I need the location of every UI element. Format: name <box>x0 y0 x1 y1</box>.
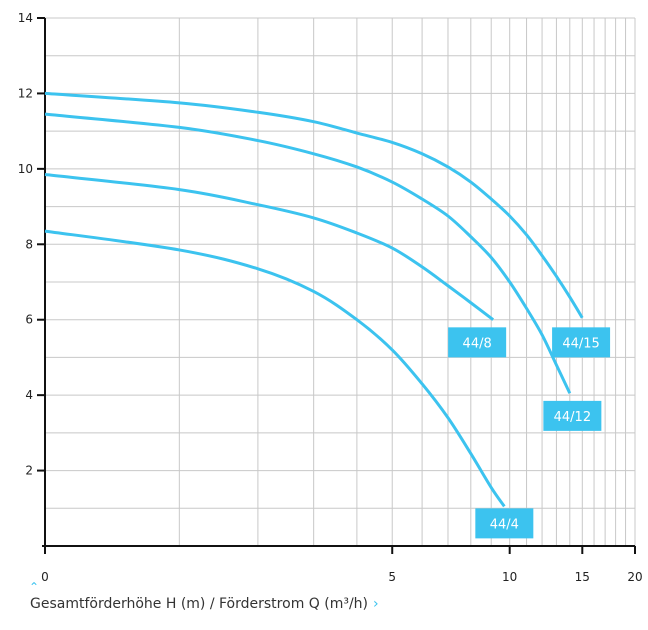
series-line-44-8 <box>44 173 495 321</box>
x-tick-label: 20 <box>627 570 642 584</box>
y-tick-label: 8 <box>25 237 33 251</box>
curve-tag-44-15: 44/15 <box>552 327 611 358</box>
x-tick-label: 10 <box>502 570 517 584</box>
chevron-right-icon[interactable]: › <box>373 596 379 612</box>
series <box>44 91 584 508</box>
series-line-44-15 <box>44 91 584 319</box>
axis-caption-text: Gesamtförderhöhe H (m) / Förderstrom Q (… <box>30 596 369 612</box>
chevron-up-icon[interactable]: ⌃ <box>29 580 40 594</box>
x-tick-label: 0 <box>41 570 49 584</box>
y-tick-label: 2 <box>25 464 33 478</box>
curve-tag-box <box>448 327 507 358</box>
series-line-44-12 <box>44 112 572 394</box>
x-tick-label: 15 <box>575 570 590 584</box>
series-line-44-4 <box>44 229 506 508</box>
y-tick-label: 14 <box>18 11 33 25</box>
curve-tag-box <box>475 508 534 539</box>
curve-tag-44-4: 44/4 <box>475 508 534 539</box>
curve-tags: 44/4 44/8 44/15 44/12 <box>448 327 611 539</box>
y-tick-label: 4 <box>25 388 33 402</box>
curve-tag-label: 44/8 <box>463 336 492 351</box>
tick-labels: 2 4 6 8 10 12 14 0 5 10 15 20 <box>18 11 643 584</box>
axis-caption: Gesamtförderhöhe H (m) / Förderstrom Q (… <box>30 596 379 612</box>
curve-tag-label: 44/15 <box>562 336 599 351</box>
y-tick-label: 12 <box>18 86 33 100</box>
axes <box>37 17 636 554</box>
curve-tag-label: 44/4 <box>490 517 519 532</box>
curve-tag-box <box>552 327 611 358</box>
curve-tag-44-8: 44/8 <box>448 327 507 358</box>
curve-tag-box <box>543 400 602 431</box>
curve-tag-label: 44/12 <box>554 410 591 425</box>
x-tick-label: 5 <box>388 570 396 584</box>
y-tick-label: 10 <box>18 162 33 176</box>
y-tick-label: 6 <box>25 313 33 327</box>
curve-tag-44-12: 44/12 <box>543 400 602 431</box>
grid <box>45 17 636 546</box>
